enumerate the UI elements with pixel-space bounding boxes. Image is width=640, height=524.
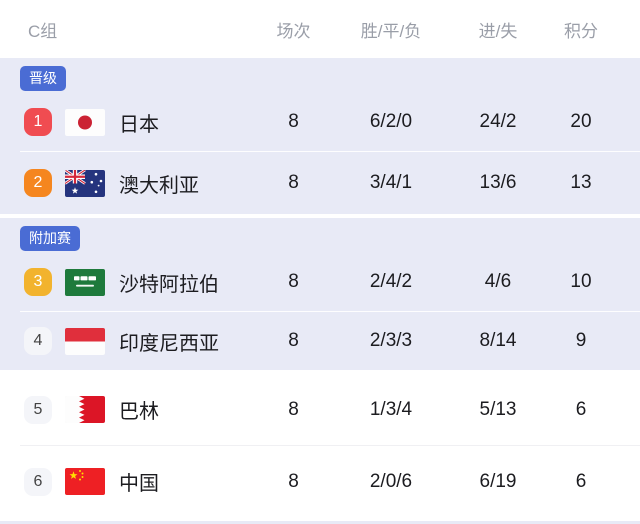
team-name: 沙特阿拉伯 <box>119 273 219 296</box>
matches-played: 8 <box>288 470 299 492</box>
matches-played: 8 <box>288 172 299 193</box>
row-divider <box>20 445 640 446</box>
team-name: 中国 <box>119 473 159 495</box>
playoff-zone: 附加赛 3 沙特阿拉伯 8 2/4/2 4/6 10 4 印度尼西亚 8 2/3… <box>0 218 640 370</box>
table-row-australia[interactable]: 2 澳大利亚 8 3/4/1 13/6 13 <box>0 152 640 214</box>
row-divider <box>20 151 640 152</box>
goals-for-against: 5/13 <box>479 398 517 420</box>
rank-badge: 3 <box>24 268 52 296</box>
matches-played: 8 <box>288 398 299 420</box>
win-draw-loss: 6/2/0 <box>369 111 413 132</box>
japan-flag-icon <box>65 108 105 136</box>
rank-badge: 6 <box>24 467 52 496</box>
table-row-indonesia[interactable]: 4 印度尼西亚 8 2/3/3 8/14 9 <box>0 312 640 370</box>
goals-for-against: 6/19 <box>479 470 517 492</box>
table-row-saudi-arabia[interactable]: 3 沙特阿拉伯 8 2/4/2 4/6 10 <box>0 253 640 311</box>
qualified-badge: 晋级 <box>20 66 66 91</box>
saudi-arabia-flag-icon <box>65 268 105 296</box>
header-win-draw-loss: 胜/平/负 <box>360 21 422 41</box>
rank-badge: 1 <box>24 108 52 136</box>
row-divider <box>20 311 640 312</box>
goals-for-against: 8/14 <box>479 330 517 351</box>
win-draw-loss: 1/3/4 <box>369 398 413 420</box>
table-header: C组 场次 胜/平/负 进/失 积分 <box>0 0 640 58</box>
goals-for-against: 13/6 <box>479 172 517 193</box>
win-draw-loss: 2/3/3 <box>369 330 413 351</box>
table-row-china[interactable]: 6 中国 8 2/0/6 6/19 6 <box>0 446 640 517</box>
points: 6 <box>575 470 587 492</box>
header-points: 积分 <box>564 21 598 41</box>
qualified-zone: 晋级 1 日本 8 6/2/0 24/2 20 2 澳大利亚 8 3/4/1 1… <box>0 58 640 214</box>
matches-played: 8 <box>288 330 299 351</box>
points: 10 <box>570 271 592 292</box>
table-row-bahrain[interactable]: 5 巴林 8 1/3/4 5/13 6 <box>0 374 640 445</box>
rank-badge: 5 <box>24 395 52 424</box>
indonesia-flag-icon <box>65 327 105 355</box>
china-flag-icon <box>65 468 105 495</box>
team-name: 澳大利亚 <box>119 174 199 197</box>
win-draw-loss: 2/0/6 <box>369 470 413 492</box>
matches-played: 8 <box>288 271 299 292</box>
team-name: 印度尼西亚 <box>119 332 219 355</box>
points: 13 <box>570 172 592 193</box>
win-draw-loss: 3/4/1 <box>369 172 413 193</box>
playoff-badge: 附加赛 <box>20 226 80 251</box>
goals-for-against: 24/2 <box>479 111 517 132</box>
points: 9 <box>575 330 587 351</box>
bahrain-flag-icon <box>65 396 105 423</box>
eliminated-zone: 5 巴林 8 1/3/4 5/13 6 6 中国 8 2/0/6 6/19 6 <box>0 374 640 517</box>
rank-badge: 2 <box>24 169 52 197</box>
points: 6 <box>575 398 587 420</box>
header-matches: 场次 <box>276 21 311 41</box>
team-name: 巴林 <box>119 401 159 423</box>
win-draw-loss: 2/4/2 <box>369 271 413 292</box>
next-group-section-strip <box>0 521 640 524</box>
group-title: C组 <box>28 21 58 41</box>
matches-played: 8 <box>288 111 299 132</box>
rank-badge: 4 <box>24 327 52 355</box>
header-goals: 进/失 <box>478 21 518 41</box>
table-row-japan[interactable]: 1 日本 8 6/2/0 24/2 20 <box>0 93 640 151</box>
points: 20 <box>570 111 592 132</box>
australia-flag-icon <box>65 169 105 197</box>
team-name: 日本 <box>119 113 159 136</box>
goals-for-against: 4/6 <box>484 271 512 292</box>
